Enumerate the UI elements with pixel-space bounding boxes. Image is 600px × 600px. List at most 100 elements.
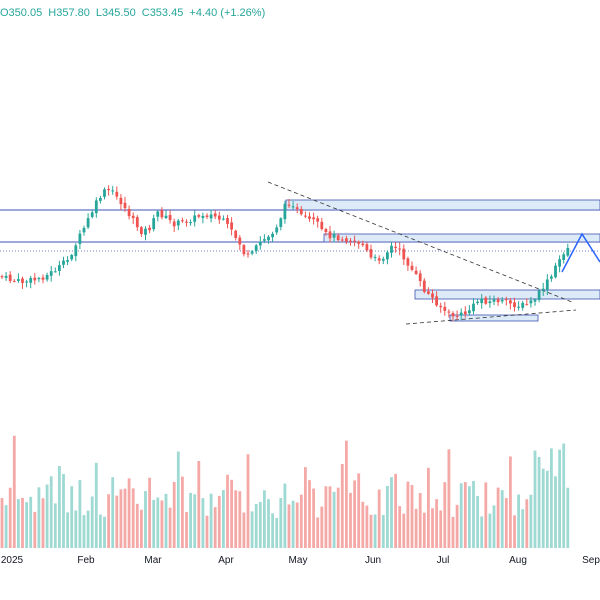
volume-bar-133 <box>545 470 549 548</box>
candle-body-4 <box>17 279 20 281</box>
candle-body-122 <box>500 299 504 302</box>
candle-body-87 <box>357 241 361 244</box>
candle-body-90 <box>369 249 373 258</box>
candle-body-45 <box>185 221 188 223</box>
volume-bar-61 <box>250 511 254 548</box>
candle-body-85 <box>349 240 352 242</box>
candle-body-104 <box>427 291 430 294</box>
candle-body-24 <box>99 198 102 201</box>
volume-bar-111 <box>455 504 459 548</box>
volume-bar-83 <box>340 463 344 548</box>
volume-bar-105 <box>431 508 434 548</box>
x-tick-0: 2025 <box>1 555 24 566</box>
volume-bar-96 <box>394 473 397 548</box>
candle-body-70 <box>287 204 291 206</box>
candle-body-43 <box>176 220 180 226</box>
candle-body-20 <box>82 227 86 233</box>
upper-zone <box>285 199 600 211</box>
volume-bar-88 <box>361 501 365 548</box>
volume-bar-123 <box>504 498 508 548</box>
volume-bar-25 <box>103 516 106 548</box>
candle-body-77 <box>316 218 320 222</box>
candle-body-37 <box>152 218 156 230</box>
volume-bar-76 <box>312 488 315 548</box>
volume-bar-132 <box>541 468 545 548</box>
volume-bar-101 <box>414 508 418 548</box>
volume-bar-78 <box>320 506 324 548</box>
volume-bar-99 <box>406 481 410 548</box>
candle-body-92 <box>377 258 381 261</box>
volume-bar-7 <box>29 496 33 548</box>
bottom-zone <box>449 314 539 322</box>
volume-bar-26 <box>107 494 110 548</box>
volume-bar-10 <box>41 498 45 548</box>
volume-bar-128 <box>525 499 529 548</box>
candle-body-27 <box>111 190 115 192</box>
volume-bar-112 <box>459 483 463 548</box>
volume-bar-44 <box>181 476 184 548</box>
volume-bar-91 <box>373 514 377 548</box>
x-tick-4: May <box>289 555 308 566</box>
volume-bar-15 <box>62 473 65 548</box>
x-tick-5: Jun <box>365 555 381 566</box>
candle-body-44 <box>181 220 184 222</box>
volume-bar-126 <box>517 494 520 548</box>
volume-bar-87 <box>357 473 361 548</box>
volume-bar-16 <box>66 512 69 548</box>
candle-body-64 <box>263 239 266 241</box>
candle-body-8 <box>33 277 37 281</box>
candle-body-91 <box>373 256 377 258</box>
volume-bar-90 <box>369 514 373 548</box>
volume-bar-110 <box>451 516 455 548</box>
volume-bar-114 <box>468 486 471 548</box>
candle-body-81 <box>332 234 336 238</box>
low-value: L345.50 <box>95 7 136 19</box>
volume-bar-89 <box>365 505 369 548</box>
candlestick-series <box>0 185 570 322</box>
volume-bar-34 <box>140 509 143 548</box>
volume-bar-104 <box>427 467 430 548</box>
volume-bar-129 <box>529 494 533 548</box>
candle-body-26 <box>107 188 110 191</box>
candle-body-2 <box>8 274 12 281</box>
candle-body-132 <box>541 288 545 291</box>
volume-bar-13 <box>53 503 57 548</box>
candle-body-29 <box>119 197 123 205</box>
candle-body-69 <box>283 203 287 220</box>
candle-body-51 <box>209 214 213 219</box>
candle-body-60 <box>246 253 250 255</box>
candle-body-83 <box>340 239 344 241</box>
candle-body-129 <box>529 300 533 304</box>
volume-bar-84 <box>345 440 348 548</box>
x-tick-8: Sep <box>582 555 600 566</box>
volume-bar-52 <box>213 507 217 548</box>
volume-bar-102 <box>418 493 422 548</box>
candle-body-9 <box>37 278 41 280</box>
candle-body-22 <box>90 212 94 217</box>
volume-bar-50 <box>205 515 209 548</box>
candle-body-106 <box>435 296 438 306</box>
candle-body-62 <box>254 245 258 251</box>
volume-bar-35 <box>144 491 147 548</box>
candle-body-0 <box>0 276 4 278</box>
candle-body-59 <box>242 245 246 255</box>
volume-bar-127 <box>521 509 525 548</box>
candle-body-94 <box>386 252 389 260</box>
candle-body-66 <box>271 233 274 238</box>
candle-body-13 <box>53 271 57 273</box>
volume-series <box>0 435 570 548</box>
candle-body-128 <box>525 304 529 306</box>
candle-body-40 <box>164 215 168 219</box>
volume-bar-22 <box>90 496 94 548</box>
volume-bar-98 <box>402 513 406 548</box>
volume-bar-48 <box>197 461 201 548</box>
volume-bar-79 <box>324 486 328 548</box>
candle-body-118 <box>484 297 488 304</box>
x-tick-3: Apr <box>218 555 234 566</box>
volume-bar-29 <box>119 489 123 548</box>
projection-path <box>561 232 600 273</box>
candle-body-105 <box>431 293 434 298</box>
volume-bar-68 <box>279 498 283 548</box>
candle-body-86 <box>353 240 356 242</box>
